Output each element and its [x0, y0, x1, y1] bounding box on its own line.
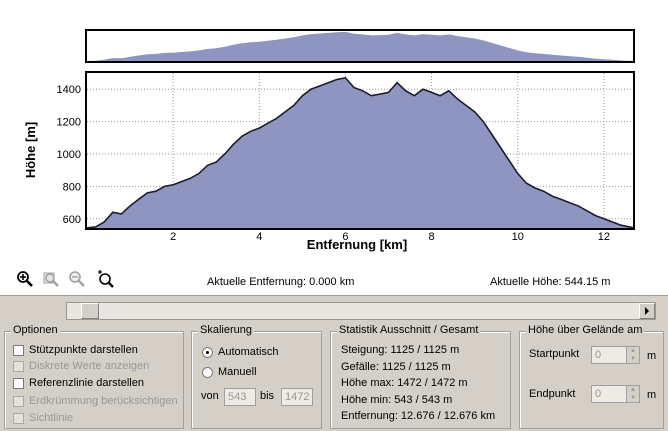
elevation-line — [86, 77, 634, 229]
zoom-out-icon[interactable] — [68, 270, 86, 288]
stat-descent: Gefälle: 1125 / 1125 m — [341, 361, 451, 373]
statistics-title: Statistik Ausschnitt / Gesamt — [337, 324, 481, 336]
spin-up-icon[interactable]: ▲ — [630, 387, 636, 393]
options-title: Optionen — [11, 324, 60, 336]
checkbox-earth-curvature: Erdkrümmung berücksichtigen — [13, 393, 178, 409]
start-point-spinner[interactable]: ▲ ▼ — [626, 346, 640, 364]
elevation-profile-chart[interactable]: 2 4 6 8 10 12 600 800 1000 1200 1400 Entfernung [k… — [0, 0, 668, 295]
checkbox-box — [13, 395, 24, 407]
stat-min-height: Höhe min: 543 / 543 m — [341, 394, 453, 406]
scale-from-input[interactable]: 543 — [224, 388, 256, 406]
x-tick-label: 6 — [342, 231, 348, 243]
elevation-area — [87, 77, 633, 229]
options-group: Optionen Stützpunkte darstellen Diskrete… — [4, 324, 184, 429]
checkbox-reference-line[interactable]: Referenzlinie darstellen — [13, 375, 144, 391]
start-point-label: Startpunkt — [529, 348, 580, 360]
checkbox-label: Diskrete Werte anzeigen — [29, 360, 150, 372]
current-height-status: Aktuelle Höhe: 544.15 m — [490, 276, 611, 288]
checkbox-box — [13, 360, 24, 372]
height-above-ground-group: Höhe über Gelände am Startpunkt 0 ▲ ▼ m E… — [519, 324, 664, 429]
overview-area — [87, 31, 633, 61]
x-tick-label: 8 — [429, 231, 435, 243]
scale-to-input[interactable]: 1472 — [281, 388, 313, 406]
start-unit: m — [647, 350, 657, 362]
spin-down-icon[interactable]: ▼ — [630, 356, 636, 362]
checkbox-line-of-sight: Sichtlinie — [13, 410, 73, 426]
start-point-input[interactable]: 0 — [591, 346, 627, 364]
checkbox-label: Stützpunkte darstellen — [29, 344, 138, 356]
checkbox-box[interactable] — [13, 344, 24, 356]
arrow-right-icon — [645, 307, 649, 315]
x-tick-label: 12 — [598, 231, 610, 243]
zoom-in-icon[interactable] — [16, 270, 34, 288]
checkbox-box — [13, 412, 24, 424]
height-above-ground-title: Höhe über Gelände am — [526, 324, 645, 336]
scaling-title: Skalierung — [198, 324, 254, 336]
x-tick-label: 2 — [170, 231, 176, 243]
statistics-group: Statistik Ausschnitt / Gesamt Steigung: … — [330, 324, 511, 429]
radio-label: Manuell — [218, 366, 257, 378]
y-tick-label: 1000 — [57, 149, 81, 161]
spin-up-icon[interactable]: ▲ — [630, 348, 636, 354]
stat-distance: Entfernung: 12.676 / 12.676 km — [341, 410, 496, 422]
end-point-label: Endpunkt — [529, 388, 576, 400]
checkbox-show-support-points[interactable]: Stützpunkte darstellen — [13, 342, 138, 358]
zoom-reset-icon[interactable] — [96, 270, 114, 288]
scrollbar-thumb[interactable] — [81, 303, 99, 319]
checkbox-label: Sichtlinie — [29, 412, 74, 424]
y-tick-label: 1400 — [57, 84, 81, 96]
horizontal-scrollbar[interactable] — [66, 302, 656, 320]
radio-button[interactable] — [202, 366, 213, 378]
end-point-spinner[interactable]: ▲ ▼ — [626, 385, 640, 403]
spin-down-icon[interactable]: ▼ — [630, 395, 636, 401]
end-point-input[interactable]: 0 — [591, 385, 627, 403]
chart-area: 2 4 6 8 10 12 600 800 1000 1200 1400 Entfernung [k… — [0, 0, 668, 296]
y-axis-label: Höhe [m] — [23, 122, 38, 178]
radio-manual[interactable]: Manuell — [202, 364, 257, 380]
checkbox-label: Erdkrümmung berücksichtigen — [29, 395, 178, 407]
x-tick-label: 4 — [256, 231, 262, 243]
checkbox-label: Referenzlinie darstellen — [29, 377, 144, 389]
x-axis-label: Entfernung [km] — [307, 237, 407, 252]
radio-button[interactable] — [202, 346, 213, 358]
y-tick-label: 800 — [63, 181, 81, 193]
scroll-right-button[interactable] — [639, 303, 655, 319]
y-tick-label: 600 — [63, 214, 81, 226]
radio-automatic[interactable]: Automatisch — [202, 344, 279, 360]
stat-max-height: Höhe max: 1472 / 1472 m — [341, 377, 468, 389]
current-distance-status: Aktuelle Entfernung: 0.000 km — [207, 276, 355, 288]
end-unit: m — [647, 389, 657, 401]
to-label: bis — [260, 390, 275, 402]
radio-label: Automatisch — [218, 346, 279, 358]
scaling-group: Skalierung Automatisch Manuell von 543 b… — [191, 324, 322, 429]
x-tick-label: 10 — [512, 231, 524, 243]
y-tick-label: 1200 — [57, 117, 81, 129]
checkbox-box[interactable] — [13, 377, 24, 389]
from-label: von — [201, 390, 219, 402]
stat-ascent: Steigung: 1125 / 1125 m — [341, 344, 460, 356]
checkbox-discrete-values: Diskrete Werte anzeigen — [13, 358, 149, 374]
zoom-window-icon[interactable] — [42, 270, 60, 288]
